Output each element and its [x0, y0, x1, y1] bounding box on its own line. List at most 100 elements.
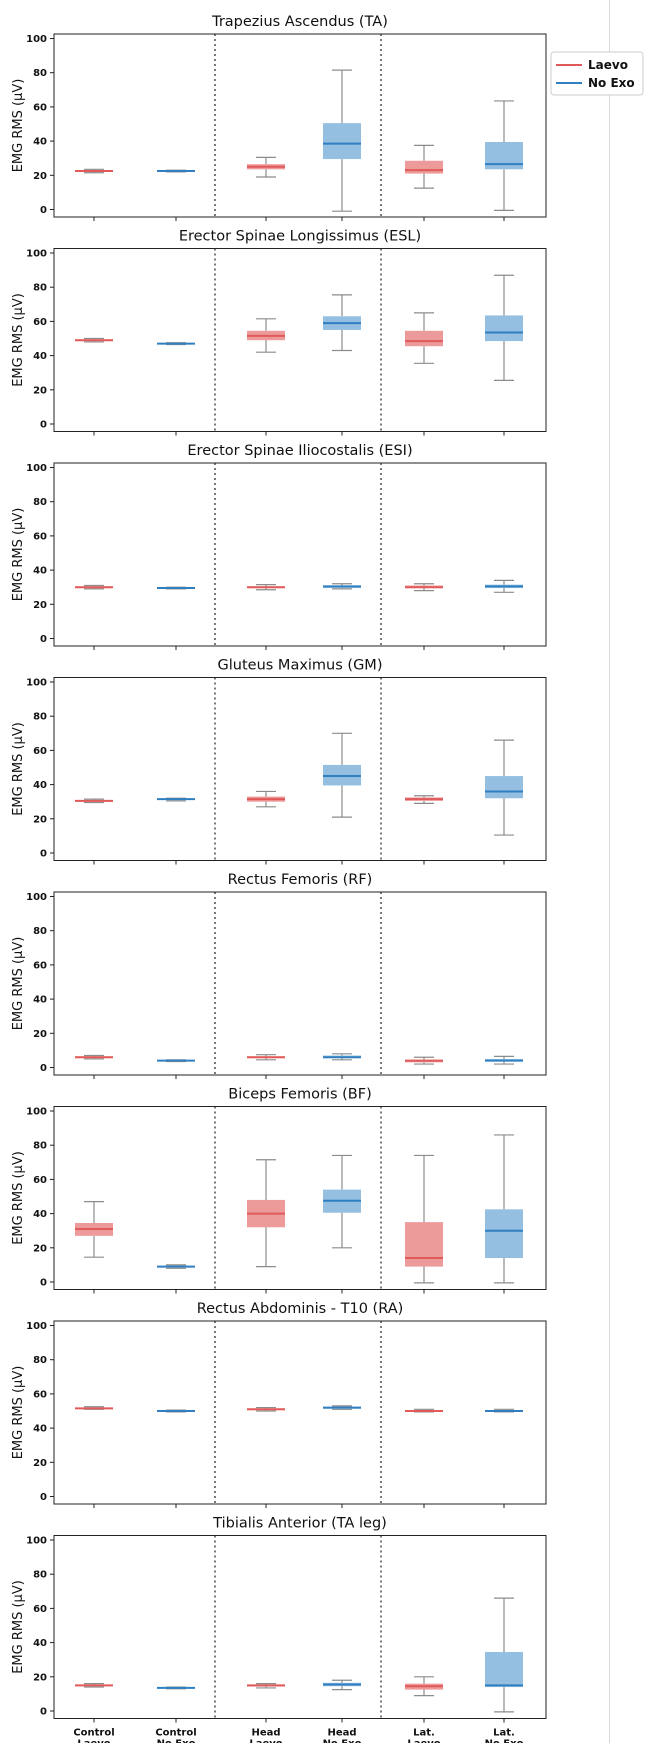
- box-noexo: [485, 1597, 523, 1713]
- box-laevo: [75, 337, 113, 343]
- box-laevo: [247, 1406, 285, 1412]
- x-tick-label: Head: [251, 1728, 280, 1739]
- iqr-box: [485, 1652, 523, 1688]
- axes-frame: [53, 248, 547, 432]
- box-noexo: [485, 1055, 523, 1065]
- legend-box: [550, 51, 644, 96]
- box-laevo: [405, 312, 443, 364]
- box-laevo: [405, 1676, 443, 1697]
- box-laevo: [247, 156, 285, 178]
- y-axis-label: EMG RMS (μV): [11, 1580, 26, 1674]
- x-tick-label: Lat.: [413, 1728, 435, 1739]
- y-tick-label: 40: [33, 995, 47, 1006]
- box-laevo: [75, 1406, 113, 1410]
- y-tick-label: 20: [33, 1458, 47, 1469]
- box-laevo: [405, 583, 443, 592]
- box-noexo: [323, 294, 361, 352]
- y-tick-label: 60: [33, 1604, 47, 1615]
- box-noexo: [323, 583, 361, 590]
- panel-title: Rectus Femoris (RF): [228, 872, 373, 888]
- box-laevo: [75, 1201, 113, 1258]
- y-tick-label: 0: [40, 205, 47, 216]
- iqr-box: [405, 330, 443, 347]
- y-tick-label: 20: [33, 1029, 47, 1040]
- panel-title: Biceps Femoris (BF): [228, 1087, 371, 1103]
- axes-frame: [53, 462, 547, 647]
- y-tick-label: 80: [33, 497, 47, 508]
- y-tick-label: 80: [33, 68, 47, 79]
- panel-title: Rectus Abdominis - T10 (RA): [197, 1301, 404, 1317]
- y-tick-label: 60: [33, 1175, 47, 1186]
- y-tick-label: 0: [40, 1492, 47, 1503]
- y-tick-label: 20: [33, 1243, 47, 1254]
- box-laevo: [247, 584, 285, 591]
- y-axis-label: EMG RMS (μV): [11, 508, 26, 602]
- y-axis-label: EMG RMS (μV): [11, 1151, 26, 1245]
- x-tick-label: Head: [327, 1728, 356, 1739]
- y-tick-label: 100: [26, 34, 47, 45]
- y-tick-label: 0: [40, 849, 47, 860]
- y-tick-label: 40: [33, 1424, 47, 1435]
- y-tick-label: 20: [33, 171, 47, 182]
- box-laevo: [75, 584, 113, 590]
- y-tick-label: 60: [33, 317, 47, 328]
- box-laevo: [405, 1056, 443, 1065]
- y-tick-label: 20: [33, 600, 47, 611]
- panel-4: Gluteus Maximus (GM) EMG RMS (μV) 0 20 40 60 8…: [11, 658, 547, 865]
- legend-label: No Exo: [588, 76, 635, 90]
- y-tick-label: 40: [33, 780, 47, 791]
- y-tick-label: 0: [40, 1278, 47, 1289]
- box-noexo: [485, 1408, 523, 1413]
- box-laevo: [247, 1683, 285, 1689]
- iqr-box: [323, 123, 361, 160]
- y-tick-label: 80: [33, 712, 47, 723]
- y-tick-label: 20: [33, 814, 47, 825]
- y-tick-label: 100: [26, 678, 47, 689]
- y-axis-label: EMG RMS (μV): [11, 937, 26, 1031]
- y-tick-label: 100: [26, 1107, 47, 1118]
- y-tick-label: 20: [33, 385, 47, 396]
- box-noexo: [485, 100, 523, 211]
- y-tick-label: 0: [40, 1707, 47, 1718]
- x-tick-label-line2: Laevo: [249, 1739, 282, 1743]
- panel-6: Biceps Femoris (BF) EMG RMS (μV) 0 20 40 60 80…: [11, 1087, 547, 1294]
- box-laevo: [75, 1054, 113, 1060]
- box-laevo: [405, 1408, 443, 1413]
- box-laevo: [75, 168, 113, 174]
- y-tick-label: 80: [33, 1570, 47, 1581]
- box-laevo: [247, 1159, 285, 1268]
- box-noexo: [485, 1134, 523, 1284]
- box-laevo: [75, 1683, 113, 1688]
- box-noexo: [323, 732, 361, 818]
- x-tick-label: Control: [73, 1728, 114, 1739]
- box-noexo: [157, 1264, 195, 1269]
- y-tick-label: 60: [33, 531, 47, 542]
- box-noexo: [157, 1686, 195, 1690]
- box-noexo: [323, 1154, 361, 1249]
- iqr-box: [485, 776, 523, 799]
- y-tick-label: 40: [33, 1209, 47, 1220]
- iqr-box: [485, 141, 523, 170]
- y-tick-label: 60: [33, 960, 47, 971]
- panel-title: Erector Spinae Iliocostalis (ESI): [187, 443, 412, 459]
- box-noexo: [323, 1053, 361, 1061]
- box-laevo: [247, 1054, 285, 1061]
- panel-title: Trapezius Ascendus (TA): [211, 14, 388, 30]
- axes-frame: [53, 33, 547, 218]
- y-tick-label: 80: [33, 1355, 47, 1366]
- y-tick-label: 80: [33, 1141, 47, 1152]
- box-laevo: [405, 1154, 443, 1284]
- y-tick-label: 0: [40, 634, 47, 645]
- panel-title: Tibialis Anterior (TA leg): [212, 1516, 387, 1532]
- legend-label: Laevo: [588, 58, 628, 72]
- y-tick-label: 40: [33, 1638, 47, 1649]
- y-tick-label: 40: [33, 566, 47, 577]
- box-noexo: [157, 1409, 195, 1413]
- box-noexo: [323, 1679, 361, 1691]
- panel-7: Rectus Abdominis - T10 (RA) EMG RMS (μV) 0…: [11, 1301, 547, 1508]
- panel-5: Rectus Femoris (RF) EMG RMS (μV) 0 20 40 60 80…: [11, 872, 547, 1079]
- box-laevo: [247, 790, 285, 808]
- iqr-box: [405, 160, 443, 174]
- axes-frame: [53, 1106, 547, 1290]
